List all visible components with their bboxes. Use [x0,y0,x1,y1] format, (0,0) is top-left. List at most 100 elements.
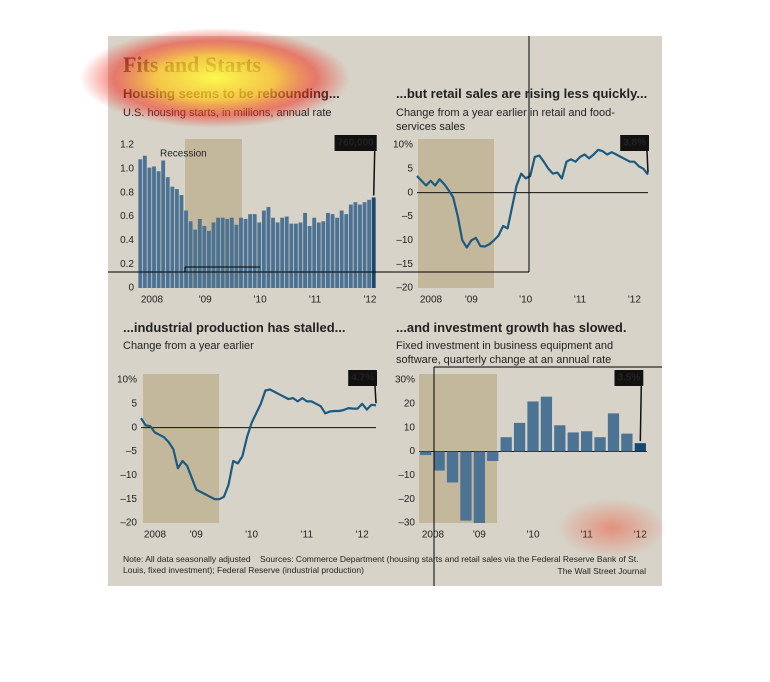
bar [420,451,432,456]
y-tick-label: 0 [131,422,137,433]
y-tick-label: 30% [395,375,415,386]
bar [513,422,526,452]
bar [156,171,161,288]
bar [289,223,294,288]
bar [358,204,362,288]
y-tick-label: 10% [393,140,413,151]
bar [152,166,156,288]
x-tick-label: '12 [634,530,647,541]
y-tick-label: 10 [404,422,416,433]
bar [197,218,202,288]
chart-subtitle: Fixed investment in business equipment a… [396,340,614,366]
annotation-box [334,135,377,151]
x-tick-label: '11 [301,530,314,541]
annotation-box [614,370,644,386]
x-tick-label: '10 [526,530,539,541]
annotation-pointer [646,150,649,173]
y-tick-label: 0 [407,187,413,198]
bar [147,167,152,288]
annotation-box [348,370,377,386]
bar [170,186,175,288]
bar [316,222,321,288]
bar [266,206,271,288]
x-tick-label: 2008 [422,530,445,541]
bar [275,222,280,288]
y-tick-label: 20 [404,398,416,409]
chart-title: ...but retail sales are rising less quic… [396,86,648,101]
x-tick-label: '10 [519,295,532,306]
line [140,388,377,501]
bar [193,229,198,288]
bar [202,226,207,288]
y-tick-label: 0.4 [120,235,134,246]
bar [252,214,257,288]
chart-subtitle: U.S. housing starts, in millions, annual… [123,107,332,119]
chart-subtitle: Change from a year earlier in retail and… [396,107,615,133]
y-tick-label: 0 [128,283,134,294]
x-tick-label: '10 [254,295,267,306]
bar [581,431,593,452]
footnote: Note: All data seasonally adjusted Sourc… [123,554,641,575]
annotation-pointer [374,385,377,404]
annotation-label: 3.8% [623,138,646,149]
x-tick-label: '09 [199,295,212,306]
y-tick-label: –20 [120,518,137,529]
bar [500,437,512,452]
bar [307,226,312,288]
y-tick-label: 0.8 [120,187,134,198]
bar [487,451,499,462]
chart-title: Housing seems to be rebounding... [123,86,340,101]
bar [446,451,459,483]
bar [261,210,266,288]
bar [271,217,275,288]
bar [607,413,620,452]
bar [161,160,166,288]
bar [207,230,211,288]
bar [138,159,143,288]
y-tick-label: –15 [396,259,413,270]
bar [216,217,221,288]
x-tick-label: '11 [574,295,587,306]
chart-title: ...and investment growth has slowed. [396,320,627,335]
x-tick-label: 2008 [144,530,167,541]
y-tick-label: –10 [120,470,137,481]
bar [298,222,303,288]
bar [594,437,606,452]
bar [179,195,184,288]
bar [225,218,230,288]
chart-title: ...industrial production has stalled... [123,320,346,335]
bar [303,212,307,288]
y-tick-label: –10 [396,235,413,246]
bar [184,210,188,288]
y-tick-label: –5 [402,211,414,222]
line [416,148,649,249]
y-tick-label: 1.2 [120,140,134,151]
bar [280,217,285,288]
x-tick-label: '12 [628,295,641,306]
bar [284,216,289,288]
y-tick-label: –20 [398,494,415,505]
bar [293,223,298,288]
bar [211,222,216,288]
x-tick-label: 2008 [420,295,443,306]
bar [229,217,234,288]
x-tick-label: '11 [580,530,593,541]
bar [330,214,335,288]
y-tick-label: 10% [117,375,137,386]
bar [326,212,330,288]
y-tick-label: –10 [398,470,415,481]
bar [339,210,344,288]
bar [554,425,566,452]
bar [473,451,485,523]
bar [335,217,340,288]
x-tick-label: '11 [309,295,322,306]
credit: The Wall Street Journal [557,566,647,576]
bar [248,214,253,288]
annotation-pointer [372,150,376,196]
bar [243,218,248,288]
y-tick-label: 0.6 [120,211,134,222]
annotation-label: 760,000 [338,138,375,149]
x-tick-label: 2008 [141,295,164,306]
